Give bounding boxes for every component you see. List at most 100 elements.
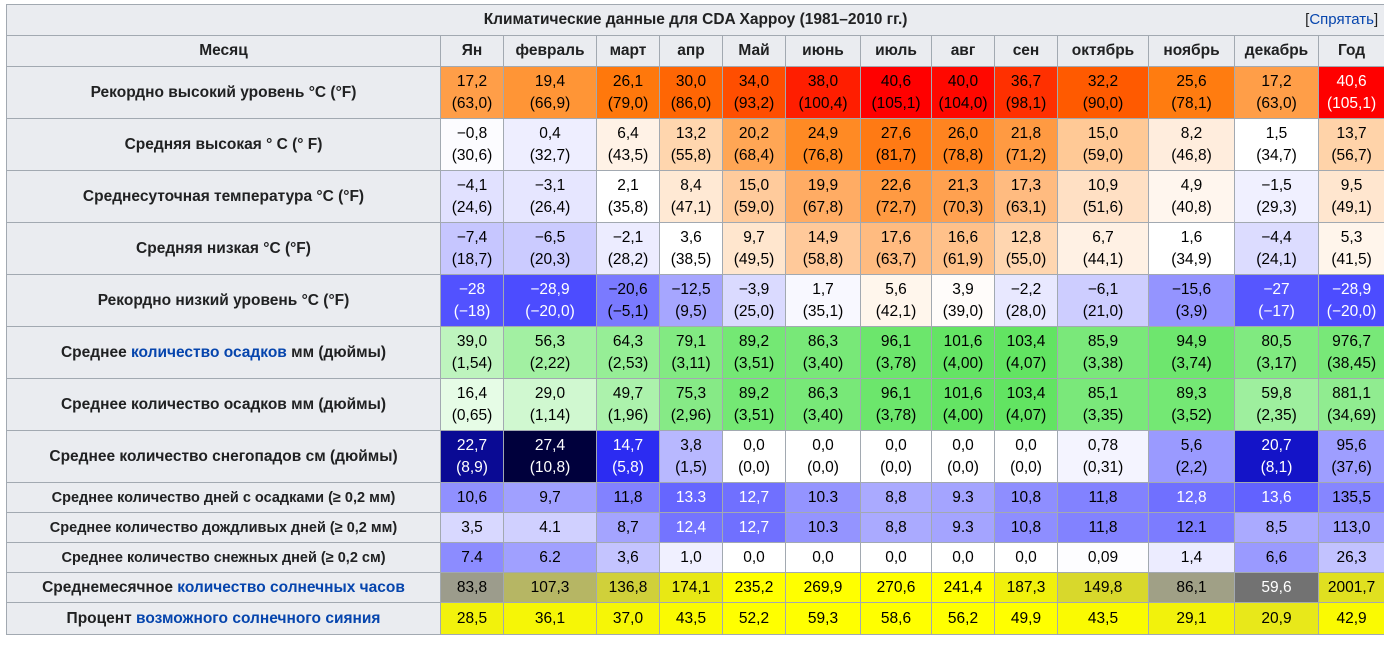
data-cell: −7,4 (18,7) <box>440 222 504 275</box>
data-cell: −6,5 (20,3) <box>503 222 597 275</box>
row-label-link[interactable]: количество солнечных часов <box>177 578 405 596</box>
cell-value: 4,9 <box>1180 176 1203 194</box>
cell-value: 43,5 <box>1087 609 1119 627</box>
data-cell: 1,5 (34,7) <box>1234 118 1319 171</box>
cell-value: 0,0 <box>812 436 834 454</box>
data-cell: 5,6 (2,2) <box>1148 430 1235 483</box>
cell-value: 95,6 <box>1336 436 1367 454</box>
data-cell: 1,6 (34,9) <box>1148 222 1235 275</box>
data-cell: 0,0 <box>994 542 1058 573</box>
cell-value: 10,8 <box>1010 488 1042 506</box>
row-label-link[interactable]: количество осадков <box>131 343 287 361</box>
cell-value: 39,0 <box>456 332 488 350</box>
cell-value: 135,5 <box>1332 488 1371 506</box>
cell-value: 12,4 <box>675 518 707 536</box>
row-label: Среднее количество снежных дней (≥ 0,2 с… <box>61 549 386 566</box>
data-cell: 16,6 (61,9) <box>931 222 995 275</box>
cell-value: 187,3 <box>1006 578 1046 596</box>
cell-value: 1,7 <box>812 280 834 298</box>
month-header-3: апр <box>659 35 723 67</box>
row-header: Рекордно высокий уровень °C (°F) <box>6 66 441 119</box>
data-cell: 21,3 (70,3) <box>931 170 995 223</box>
cell-value: 241,4 <box>943 578 983 596</box>
data-cell: 881,1 (34,69) <box>1317 378 1384 431</box>
cell-value-imperial: (34,9) <box>1171 250 1212 268</box>
cell-value-imperial: (34,69) <box>1327 406 1377 424</box>
cell-value: 0,0 <box>952 436 974 454</box>
cell-value-imperial: (−17) <box>1258 302 1295 320</box>
table-row: Рекордно низкий уровень °C (°F) −28 (−18) −… <box>6 274 1384 327</box>
cell-value: 10,9 <box>1087 176 1119 194</box>
cell-value: 174,1 <box>671 578 711 596</box>
cell-value: 52,2 <box>738 609 770 627</box>
cell-value: 15,0 <box>738 176 770 194</box>
data-cell: −28,9 (−20,0) <box>503 274 597 327</box>
row-label-suffix: мм (дюймы) <box>286 343 387 361</box>
cell-value: 0,78 <box>1087 436 1119 454</box>
cell-value: 30,0 <box>675 72 707 90</box>
data-cell: 8,8 <box>860 512 932 543</box>
cell-value: 976,7 <box>1332 332 1371 350</box>
data-cell: 28,5 <box>440 602 504 635</box>
cell-value-imperial: (63,0) <box>1256 94 1297 112</box>
row-label: Процент <box>66 609 137 627</box>
cell-value-imperial: (2,2) <box>1175 458 1208 476</box>
data-cell: 86,3 (3,40) <box>785 378 861 431</box>
cell-value-imperial: (63,1) <box>1005 198 1047 216</box>
data-cell: 58,6 <box>860 602 932 635</box>
data-cell: 17,3 (63,1) <box>994 170 1058 223</box>
data-cell: 14,7 (5,8) <box>596 430 660 483</box>
data-cell: 9,7 (49,5) <box>722 222 786 275</box>
month-header-4: Май <box>722 35 786 67</box>
data-cell: 49,7 (1,96) <box>596 378 660 431</box>
cell-value: 12,7 <box>738 488 770 506</box>
cell-value-imperial: (100,4) <box>798 94 848 112</box>
data-cell: 42,9 <box>1317 602 1384 635</box>
cell-value-imperial: (−18) <box>453 302 491 320</box>
data-cell: 12,4 <box>659 512 723 543</box>
cell-value: 14,9 <box>807 228 839 246</box>
cell-value-imperial: (68,4) <box>733 146 775 164</box>
data-cell: 149,8 <box>1057 572 1149 603</box>
cell-value-imperial: (38,5) <box>670 250 712 268</box>
cell-value-imperial: (86,0) <box>670 94 712 112</box>
data-cell: 12,7 <box>722 512 786 543</box>
month-header-0: Ян <box>440 35 504 67</box>
cell-value-imperial: (47,1) <box>670 198 712 216</box>
data-cell: 59,6 <box>1234 572 1319 603</box>
data-cell: −2,1 (28,2) <box>596 222 660 275</box>
data-cell: 38,0 (100,4) <box>785 66 861 119</box>
cell-value-imperial: (32,7) <box>529 146 571 164</box>
data-cell: 36,7 (98,1) <box>994 66 1058 119</box>
cell-value: 38,0 <box>807 72 839 90</box>
cell-value-imperial: (3,51) <box>733 406 775 424</box>
cell-value-imperial: (44,1) <box>1082 250 1124 268</box>
data-cell: 10,8 <box>994 512 1058 543</box>
data-cell: 10,8 <box>994 482 1058 513</box>
table-row: Среднее количество осадков мм (дюймы) 16,… <box>6 378 1384 431</box>
data-cell: 241,4 <box>931 572 995 603</box>
data-cell: 113,0 <box>1317 512 1384 543</box>
table-row: Средняя низкая °C (°F) −7,4 (18,7) −6,5 (20,… <box>6 222 1384 275</box>
cell-value: 27,6 <box>880 124 912 142</box>
row-label: Среднее количество дней с осадками (≥ 0,… <box>51 489 396 506</box>
cell-value-imperial: (21,0) <box>1082 302 1124 320</box>
cell-value: −4,4 <box>1261 228 1292 246</box>
data-cell: 86,1 <box>1148 572 1235 603</box>
data-cell: 27,4 (10,8) <box>503 430 597 483</box>
data-cell: 20,9 <box>1234 602 1319 635</box>
cell-value: −2,2 <box>1010 280 1042 298</box>
data-cell: 96,1 (3,78) <box>860 378 932 431</box>
cell-value-imperial: (1,14) <box>529 406 571 424</box>
cell-value-imperial: (3,38) <box>1082 354 1124 372</box>
cell-value: 12,8 <box>1010 228 1042 246</box>
cell-value-imperial: (63,0) <box>451 94 493 112</box>
data-cell: 11,8 <box>596 482 660 513</box>
cell-value: 26,1 <box>612 72 644 90</box>
cell-value-imperial: (4,07) <box>1005 406 1047 424</box>
row-label-link[interactable]: возможного солнечного сияния <box>136 609 381 627</box>
cell-value: 17,6 <box>880 228 912 246</box>
hide-link[interactable]: Спрятать <box>1309 11 1374 28</box>
data-cell: 8,7 <box>596 512 660 543</box>
cell-value: 86,1 <box>1176 578 1207 596</box>
